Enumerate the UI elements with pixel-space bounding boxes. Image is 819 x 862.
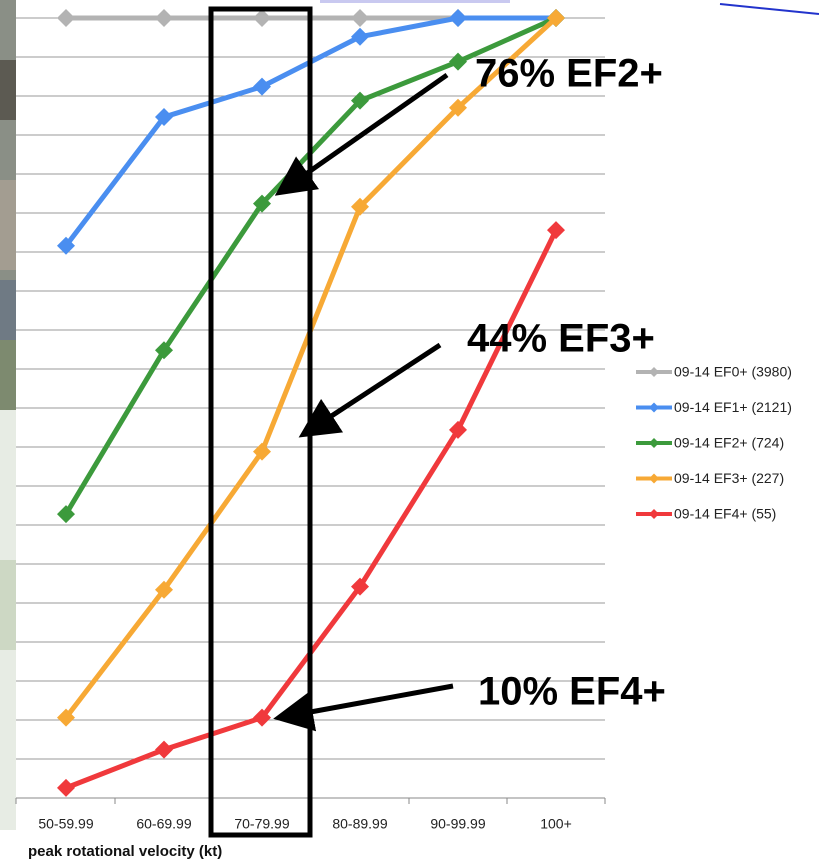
data-point	[57, 236, 75, 255]
annotation-arrow	[298, 342, 442, 438]
decorative-bar	[320, 0, 510, 3]
data-point	[155, 108, 173, 127]
data-point	[57, 9, 75, 27]
annotation-arrow	[273, 683, 454, 732]
data-point	[449, 52, 467, 71]
data-point	[547, 9, 565, 27]
legend-label: 09-14 EF1+ (2121)	[674, 399, 792, 415]
data-point	[253, 194, 271, 213]
data-point	[351, 91, 369, 110]
data-point	[253, 708, 271, 727]
data-point	[155, 9, 173, 27]
legend-marker	[649, 367, 659, 377]
data-point	[155, 580, 173, 599]
data-point	[57, 778, 75, 797]
legend-label: 09-14 EF3+ (227)	[674, 470, 784, 486]
x-tick-label: 50-59.99	[38, 816, 93, 832]
data-point	[155, 341, 173, 360]
data-point	[253, 9, 271, 27]
data-point	[253, 77, 271, 96]
legend-marker	[649, 473, 659, 484]
data-point	[57, 708, 75, 727]
data-point	[253, 442, 271, 461]
data-point	[449, 9, 467, 27]
annotation-arrow	[274, 72, 449, 196]
x-axis-title: peak rotational velocity (kt)	[28, 843, 222, 860]
annotation-text: 76% EF2+	[475, 52, 663, 96]
data-point	[351, 577, 369, 596]
legend-label: 09-14 EF0+ (3980)	[674, 364, 792, 380]
legend-marker	[649, 509, 659, 519]
data-point	[57, 505, 75, 524]
annotation-text: 44% EF3+	[467, 317, 655, 361]
legend-label: 09-14 EF4+ (55)	[674, 506, 776, 522]
data-point	[351, 197, 369, 216]
x-tick-label: 90-99.99	[430, 816, 485, 832]
x-tick-label: 60-69.99	[136, 816, 191, 832]
legend-marker	[649, 402, 659, 413]
decorative-line	[719, 3, 819, 15]
x-tick-label: 100+	[540, 816, 572, 832]
data-point	[449, 420, 467, 439]
data-point	[351, 27, 369, 46]
legend-label: 09-14 EF2+ (724)	[674, 435, 784, 451]
legend-marker	[649, 438, 659, 448]
data-point	[547, 221, 565, 240]
data-point	[351, 9, 369, 27]
x-tick-label: 80-89.99	[332, 816, 387, 832]
x-tick-label: 70-79.99	[234, 816, 289, 832]
data-point	[155, 740, 173, 759]
data-point	[449, 98, 467, 117]
annotation-text: 10% EF4+	[478, 670, 666, 714]
background-photo	[0, 0, 16, 830]
